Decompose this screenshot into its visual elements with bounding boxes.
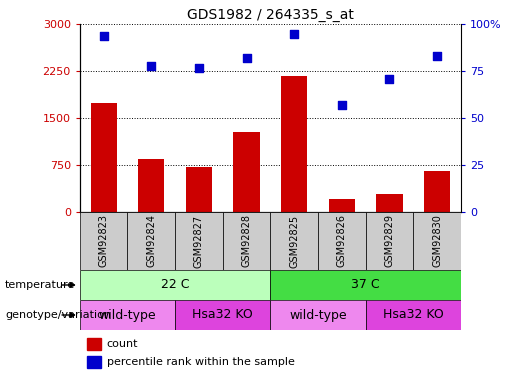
Bar (88, 356, 101, 368)
Bar (376, 194, 403, 212)
Text: 37 C: 37 C (351, 279, 380, 291)
Text: GSM92829: GSM92829 (385, 214, 394, 267)
Bar (329, 200, 355, 212)
Text: GSM92823: GSM92823 (99, 214, 109, 267)
Point (195, 64, 203, 70)
Text: genotype/variation: genotype/variation (5, 310, 111, 320)
Bar (80, 212, 128, 270)
Text: percentile rank within the sample: percentile rank within the sample (107, 357, 295, 367)
Bar (80, 300, 175, 330)
Text: 22 C: 22 C (161, 279, 190, 291)
Text: Hsa32 KO: Hsa32 KO (193, 309, 253, 321)
Bar (413, 212, 461, 270)
Title: GDS1982 / 264335_s_at: GDS1982 / 264335_s_at (187, 8, 354, 22)
Text: GSM92828: GSM92828 (242, 214, 251, 267)
Bar (233, 132, 260, 212)
Bar (186, 168, 212, 212)
Text: wild-type: wild-type (289, 309, 347, 321)
Bar (128, 212, 175, 270)
Point (338, 102, 346, 108)
Bar (270, 300, 366, 330)
Point (385, 76, 393, 82)
Text: wild-type: wild-type (99, 309, 156, 321)
Text: GSM92825: GSM92825 (289, 214, 299, 267)
Text: GSM92824: GSM92824 (146, 214, 156, 267)
Bar (281, 76, 307, 212)
Point (290, 31, 298, 37)
Point (99, 33, 108, 39)
Bar (424, 171, 450, 212)
Text: count: count (107, 339, 138, 349)
Bar (318, 212, 366, 270)
Bar (270, 212, 318, 270)
Text: GSM92827: GSM92827 (194, 214, 204, 267)
Bar (80, 270, 270, 300)
Text: GSM92826: GSM92826 (337, 214, 347, 267)
Bar (366, 212, 413, 270)
Text: GSM92830: GSM92830 (432, 214, 442, 267)
Bar (175, 212, 222, 270)
Point (433, 53, 441, 59)
Bar (222, 212, 270, 270)
Text: temperature: temperature (5, 280, 75, 290)
Bar (88, 338, 101, 350)
Bar (366, 300, 461, 330)
Bar (91, 102, 117, 212)
Bar (175, 300, 270, 330)
Text: Hsa32 KO: Hsa32 KO (383, 309, 443, 321)
Point (147, 63, 156, 69)
Bar (270, 270, 461, 300)
Point (243, 55, 251, 61)
Bar (138, 159, 164, 212)
